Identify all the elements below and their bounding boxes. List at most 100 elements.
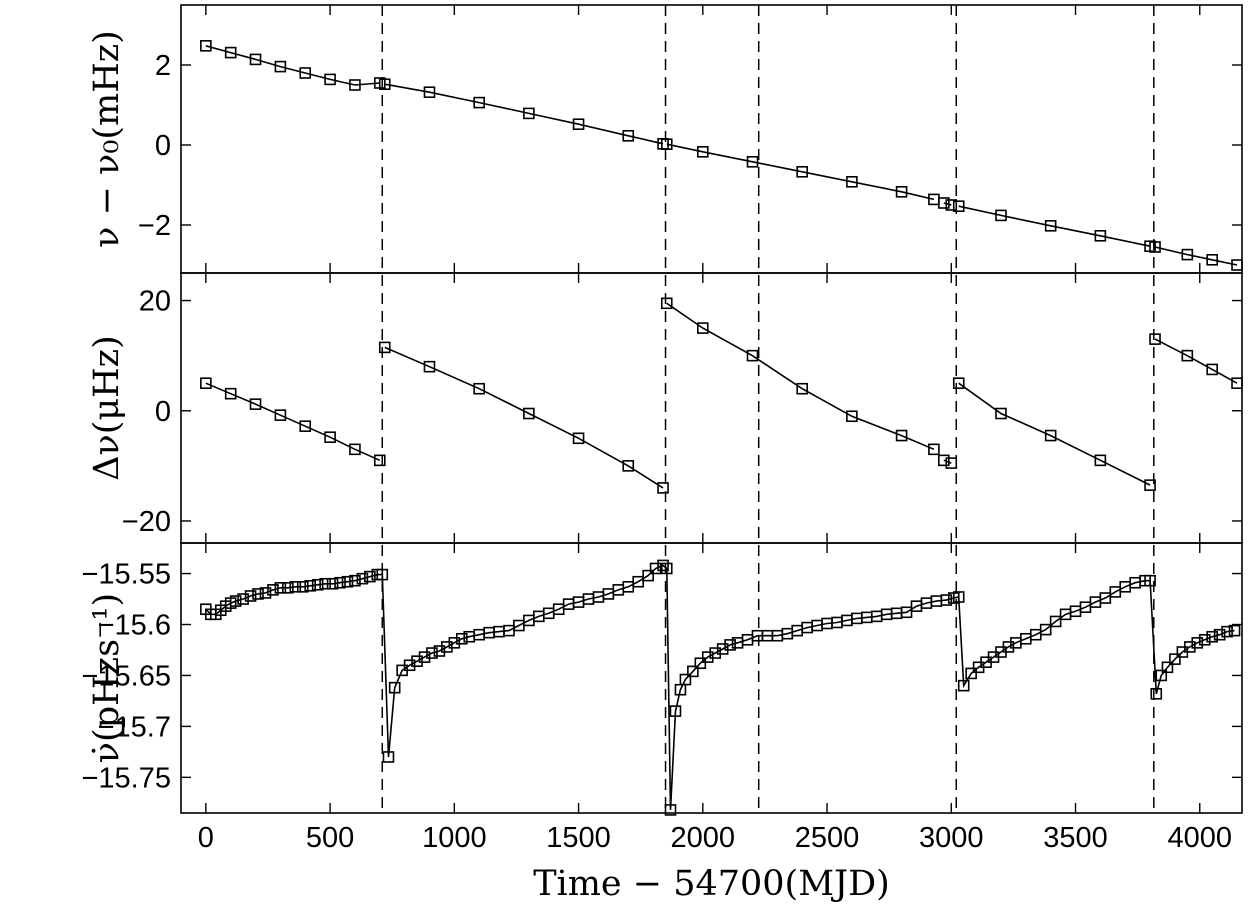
data-point (274, 60, 287, 73)
x-tick-label: 3500 (1043, 822, 1108, 854)
data-point (1181, 349, 1194, 362)
data-point (324, 431, 336, 444)
x-axis-label: Time − 54700(MJD) (533, 864, 890, 904)
series-line-segment (943, 459, 952, 464)
data-point (473, 96, 485, 109)
data-point (928, 443, 940, 456)
data-point (229, 595, 242, 607)
x-tick-label: 3000 (919, 822, 984, 854)
data-point (846, 410, 858, 423)
data-point (1221, 625, 1233, 638)
data-point (252, 588, 264, 600)
data-point (1099, 592, 1112, 604)
data-point (1198, 633, 1211, 646)
data-point (1049, 615, 1062, 628)
x-tick-label: 4000 (1168, 822, 1233, 854)
data-point (411, 655, 423, 667)
data-point (349, 79, 361, 91)
series-line-segment (384, 83, 664, 145)
data-point (356, 572, 369, 585)
data-point (423, 360, 436, 373)
data-point (895, 186, 908, 198)
y-axis-label: Δν(μHz) (87, 335, 127, 481)
data-point (237, 593, 249, 605)
y-tick-label: 0 (155, 396, 171, 428)
data-point (448, 637, 461, 649)
data-point (334, 576, 346, 589)
data-point (224, 387, 237, 400)
data-point (1094, 230, 1107, 242)
data-point (660, 138, 673, 150)
data-point (349, 443, 361, 456)
data-point (299, 420, 312, 432)
panel-frequency: −2 0 2 ν − ν₀(mHz) (87, 4, 1243, 274)
data-point (282, 582, 294, 594)
data-point (1206, 630, 1218, 643)
data-point (378, 341, 391, 354)
data-point (299, 67, 312, 79)
series-line-segment (958, 205, 1151, 247)
data-point (364, 570, 376, 583)
y-tick-label: −15.65 (81, 660, 171, 692)
data-point (274, 409, 287, 421)
data-point (746, 349, 759, 362)
data-point (796, 166, 808, 178)
data-point (657, 559, 669, 572)
data-point (669, 705, 682, 717)
series-line-segment (205, 45, 380, 86)
data-point (952, 377, 965, 390)
data-point (724, 639, 736, 651)
data-point (938, 454, 950, 467)
data-point (1228, 624, 1241, 637)
data-point (1150, 687, 1163, 700)
data-point (1181, 248, 1194, 261)
panel-frame (180, 542, 1243, 814)
data-point (995, 407, 1007, 420)
data-point (1039, 623, 1052, 636)
series-line-segment (958, 382, 1151, 486)
data-point (349, 574, 361, 587)
data-point (746, 156, 759, 168)
data-point (660, 562, 673, 575)
data-point (697, 146, 709, 158)
series-line-segment (1154, 338, 1238, 384)
data-point (895, 429, 908, 442)
y-tick-label: −15.75 (81, 762, 171, 794)
series-line-segment (205, 382, 381, 462)
y-tick-label: −2 (138, 210, 171, 242)
x-tick-label: 500 (306, 822, 354, 854)
y-tick-label: −20 (122, 506, 171, 538)
y-tick-label: 0 (155, 130, 171, 162)
data-point (1044, 220, 1057, 232)
data-point (687, 665, 699, 678)
panel-frequency-derivative: −15.75 −15.7 −15.65 −15.6 −15.55ν̇(pHzs⁻¹) (81, 542, 1243, 816)
data-point (1144, 479, 1156, 491)
data-point (426, 647, 438, 659)
data-point (657, 482, 669, 494)
x-tick-label: 1500 (546, 822, 611, 854)
data-point (709, 647, 722, 659)
data-point (200, 39, 212, 52)
data-point (1094, 454, 1107, 467)
x-axis: 0 500 1000 1500 2000 2500 3000 3500 4000 Time − 5… (198, 822, 1232, 904)
panel-frame (180, 272, 1243, 544)
data-point (697, 322, 709, 334)
data-point (249, 398, 262, 410)
data-point (319, 577, 331, 590)
y-tick-label: 2 (155, 50, 171, 82)
data-point (572, 118, 585, 130)
data-point (244, 590, 257, 602)
data-point (1149, 241, 1161, 253)
data-point (900, 606, 913, 619)
panel-frequency-residual: −20 0 20 Δν(μHz) (87, 272, 1243, 544)
data-point (716, 643, 729, 655)
data-point (1144, 574, 1156, 587)
x-tick-label: 0 (198, 822, 214, 854)
data-point (388, 681, 401, 694)
data-point (473, 382, 485, 395)
data-point (311, 578, 324, 591)
data-point (423, 86, 436, 98)
series-line-segment (205, 564, 1235, 810)
x-tick-label: 1000 (422, 822, 487, 854)
